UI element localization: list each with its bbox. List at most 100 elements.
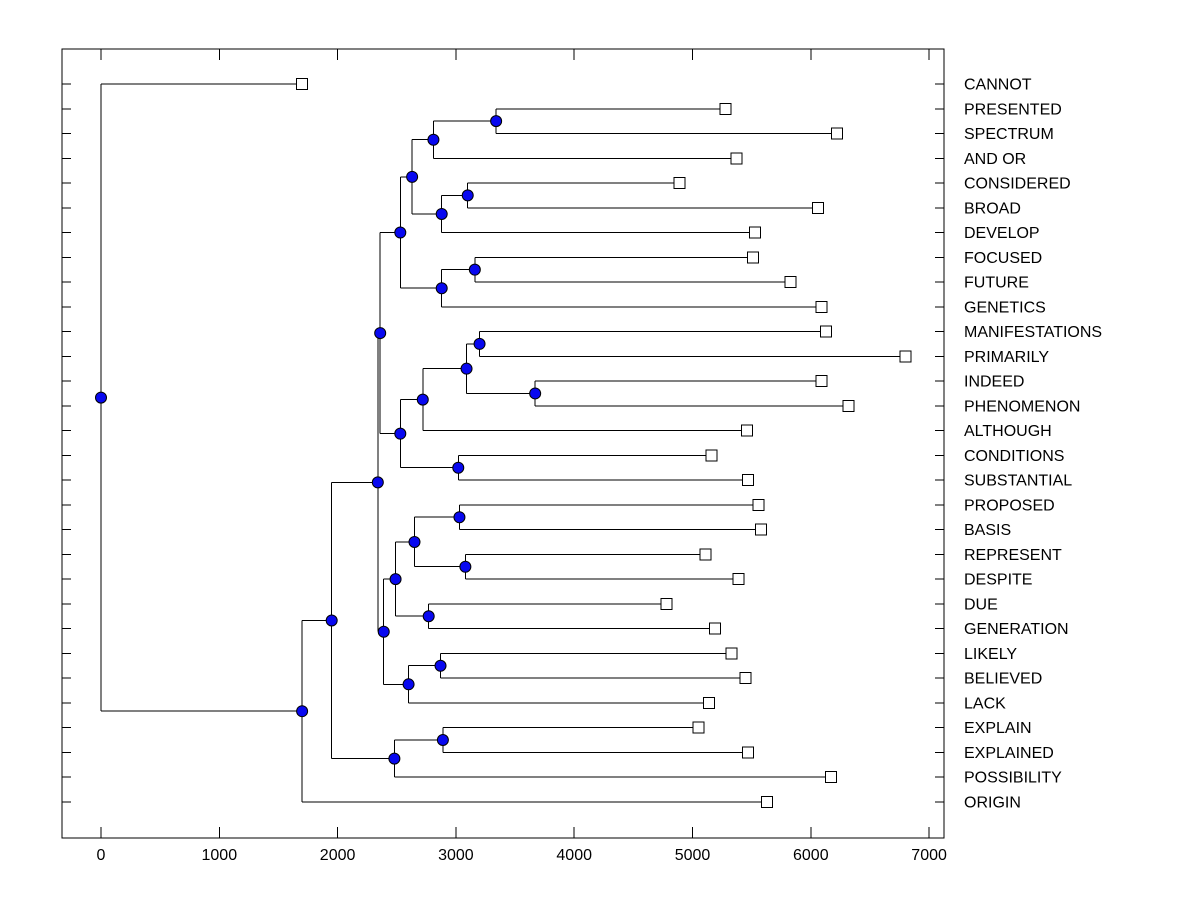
leaf-marker xyxy=(699,548,712,561)
internal-node-marker xyxy=(460,362,473,375)
x-tick-label: 2000 xyxy=(320,847,356,864)
leaf-label: BASIS xyxy=(964,522,1011,539)
leaf-marker xyxy=(755,523,768,536)
internal-node-marker xyxy=(296,705,309,718)
leaf-marker xyxy=(811,201,824,214)
leaf-marker xyxy=(719,102,732,115)
internal-node-marker xyxy=(490,115,503,128)
leaf-label: PHENOMENON xyxy=(964,398,1080,415)
leaf-marker xyxy=(752,498,765,511)
internal-node-marker xyxy=(394,226,407,239)
leaf-label: INDEED xyxy=(964,374,1024,391)
internal-node-marker xyxy=(436,734,449,747)
leaf-label: SPECTRUM xyxy=(964,126,1054,143)
internal-node-marker xyxy=(452,461,465,474)
leaf-marker xyxy=(820,325,833,338)
internal-node-marker xyxy=(435,282,448,295)
internal-node-marker xyxy=(406,170,419,183)
internal-node-marker xyxy=(408,535,421,548)
internal-node-marker xyxy=(461,189,474,202)
leaf-label: EXPLAINED xyxy=(964,745,1054,762)
internal-node-marker xyxy=(374,327,387,340)
leaf-marker xyxy=(749,226,762,239)
leaf-label: CONDITIONS xyxy=(964,448,1064,465)
leaf-label: LACK xyxy=(964,695,1006,712)
leaf-label: ALTHOUGH xyxy=(964,423,1052,440)
leaf-marker xyxy=(815,300,828,313)
x-tick-label: 5000 xyxy=(675,847,711,864)
leaf-label: CONSIDERED xyxy=(964,176,1071,193)
internal-node-marker xyxy=(453,511,466,524)
leaf-label: LIKELY xyxy=(964,646,1017,663)
internal-node-marker xyxy=(529,387,542,400)
leaf-label: AND OR xyxy=(964,151,1026,168)
internal-node-marker xyxy=(427,133,440,146)
leaf-label: PROPOSED xyxy=(964,497,1055,514)
internal-node-marker xyxy=(402,678,415,691)
leaf-label: FOCUSED xyxy=(964,250,1042,267)
leaf-marker xyxy=(705,449,718,462)
leaf-marker xyxy=(708,622,721,635)
internal-node-marker xyxy=(416,393,429,406)
leaf-label: BROAD xyxy=(964,200,1021,217)
internal-node-marker xyxy=(325,614,338,627)
leaf-label: GENERATION xyxy=(964,621,1069,638)
internal-node-marker xyxy=(388,752,401,765)
internal-node-marker xyxy=(371,476,384,489)
leaf-label: POSSIBILITY xyxy=(964,770,1062,787)
x-tick-label: 6000 xyxy=(793,847,829,864)
internal-node-marker xyxy=(468,263,481,276)
internal-node-marker xyxy=(422,610,435,623)
leaf-label: SUBSTANTIAL xyxy=(964,473,1072,490)
leaf-marker xyxy=(740,424,753,437)
leaf-label: FUTURE xyxy=(964,275,1029,292)
leaf-label: BELIEVED xyxy=(964,671,1042,688)
leaf-marker xyxy=(692,721,705,734)
leaf-label: REPRESENT xyxy=(964,547,1062,564)
leaf-marker xyxy=(725,647,738,660)
internal-node-marker xyxy=(473,337,486,350)
leaf-marker xyxy=(899,350,912,363)
leaf-marker xyxy=(761,795,774,808)
x-tick-label: 1000 xyxy=(202,847,238,864)
leaf-marker xyxy=(746,251,759,264)
leaf-marker xyxy=(824,771,837,784)
leaf-marker xyxy=(784,276,797,289)
leaf-marker xyxy=(296,78,309,90)
leaf-marker xyxy=(703,696,716,709)
leaf-label: DEVELOP xyxy=(964,225,1040,242)
leaf-marker xyxy=(730,152,743,165)
leaf-marker xyxy=(815,375,828,388)
x-tick-label: 3000 xyxy=(438,847,474,864)
leaf-label: ORIGIN xyxy=(964,794,1021,811)
internal-node-marker xyxy=(459,560,472,573)
leaf-label: PRESENTED xyxy=(964,101,1062,118)
leaf-marker xyxy=(673,177,686,190)
leaf-marker xyxy=(739,672,752,685)
x-tick-label: 0 xyxy=(97,847,106,864)
leaf-marker xyxy=(742,474,755,487)
internal-node-marker xyxy=(434,659,447,672)
leaf-label: MANIFESTATIONS xyxy=(964,324,1102,341)
internal-node-marker xyxy=(389,573,402,586)
leaf-marker xyxy=(830,127,843,140)
leaf-marker xyxy=(732,573,745,586)
internal-node-marker xyxy=(435,207,448,220)
axes-box xyxy=(61,48,945,839)
leaf-marker xyxy=(842,399,855,412)
leaf-label: CANNOT xyxy=(964,77,1032,94)
leaf-marker xyxy=(660,597,673,610)
leaf-label: GENETICS xyxy=(964,299,1046,316)
leaf-label: EXPLAIN xyxy=(964,720,1032,737)
leaf-label: DESPITE xyxy=(964,572,1032,589)
leaf-label: PRIMARILY xyxy=(964,349,1049,366)
x-tick-label: 4000 xyxy=(556,847,592,864)
internal-node-marker xyxy=(377,625,390,638)
internal-node-marker xyxy=(394,427,407,440)
leaf-marker xyxy=(742,746,755,759)
x-tick-label: 7000 xyxy=(911,847,947,864)
internal-node-marker xyxy=(95,391,107,404)
leaf-label: DUE xyxy=(964,596,998,613)
